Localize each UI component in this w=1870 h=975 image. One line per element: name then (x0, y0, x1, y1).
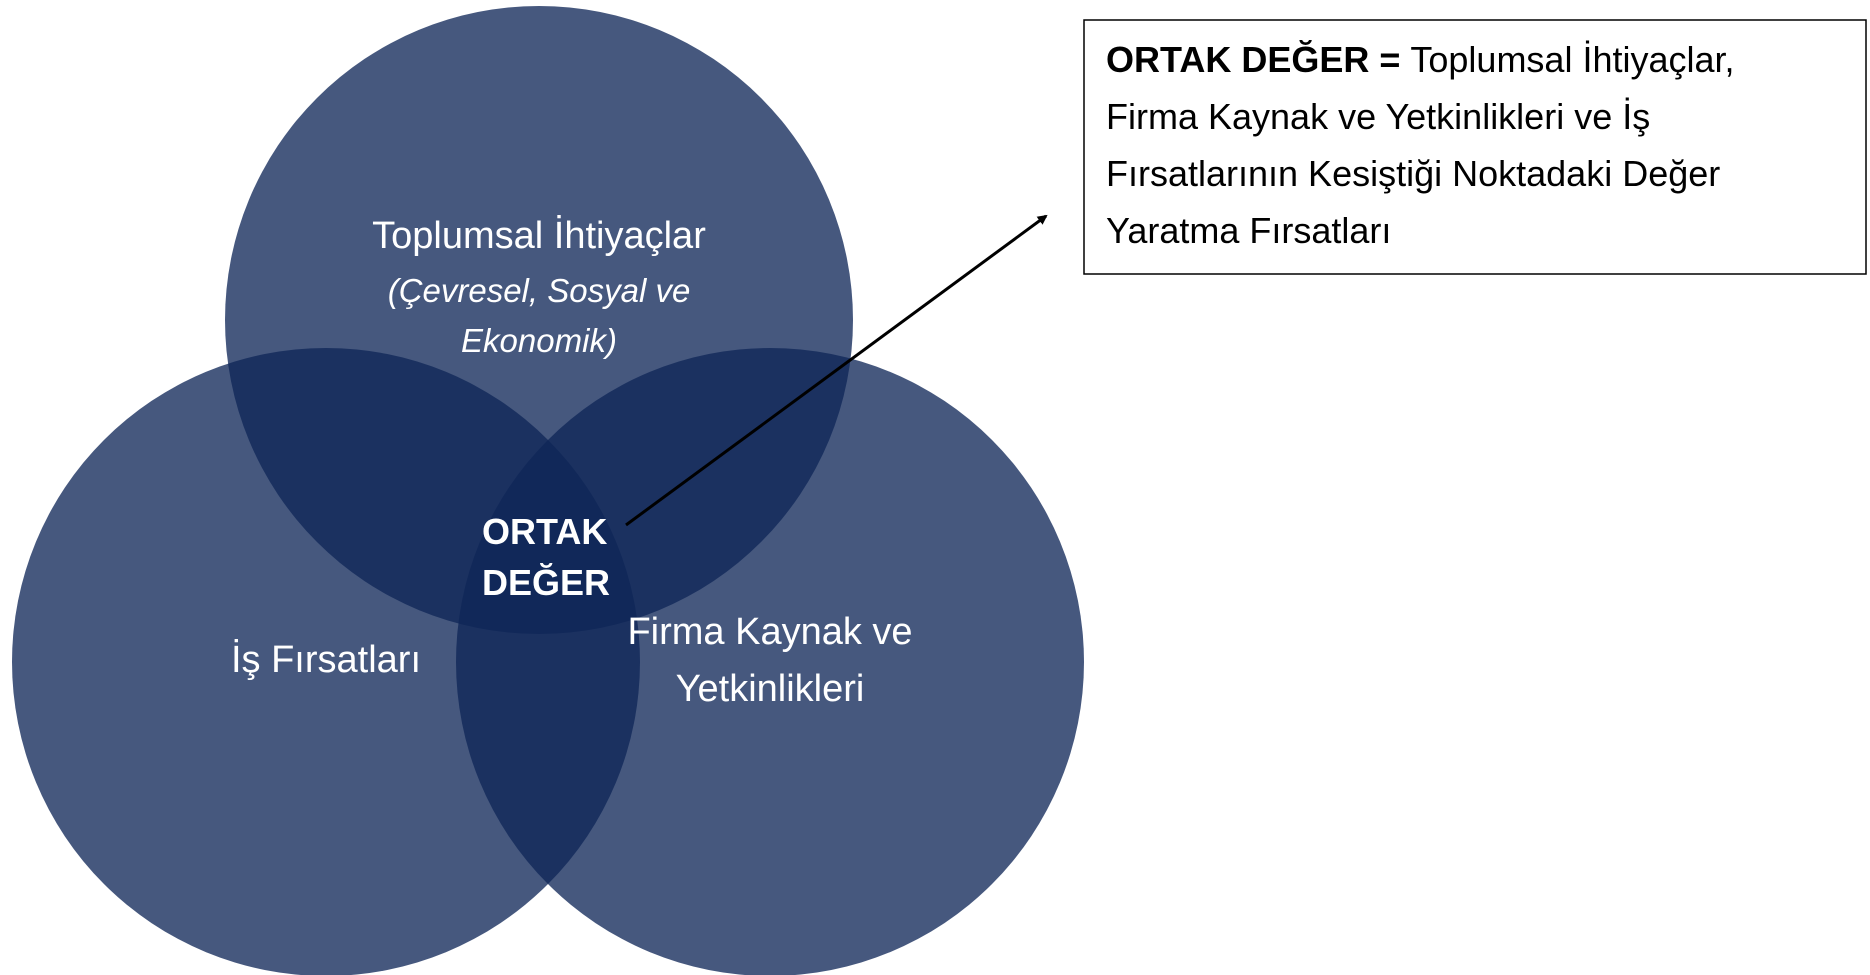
definition-term: ORTAK DEĞER = (1106, 39, 1400, 80)
circle-sublabel: (Çevresel, Sosyal ve (388, 272, 691, 309)
arrow (625, 214, 1048, 527)
circle-label: Toplumsal İhtiyaçlar (372, 214, 706, 257)
definition-box (1083, 19, 1867, 275)
circle-label: Yetkinlikleri (676, 668, 865, 710)
definition-line: ORTAK DEĞER = Toplumsal İhtiyaçlar, (1106, 39, 1735, 80)
definition-line: Firma Kaynak ve Yetkinlikleri ve İş (1106, 96, 1650, 137)
circle-right (456, 348, 1084, 975)
circle-label: İş Fırsatları (231, 638, 421, 681)
circle-left (12, 348, 640, 975)
center-label: ORTAK (482, 511, 607, 552)
definition-line: Fırsatlarının Kesiştiği Noktadaki Değer (1106, 153, 1720, 194)
definition-text: Toplumsal İhtiyaçlar, (1410, 39, 1734, 80)
circle-label: Firma Kaynak ve (627, 611, 912, 653)
definition-line: Yaratma Fırsatları (1106, 210, 1391, 251)
circle-sublabel: Ekonomik) (461, 322, 617, 359)
center-label: DEĞER (482, 562, 610, 603)
